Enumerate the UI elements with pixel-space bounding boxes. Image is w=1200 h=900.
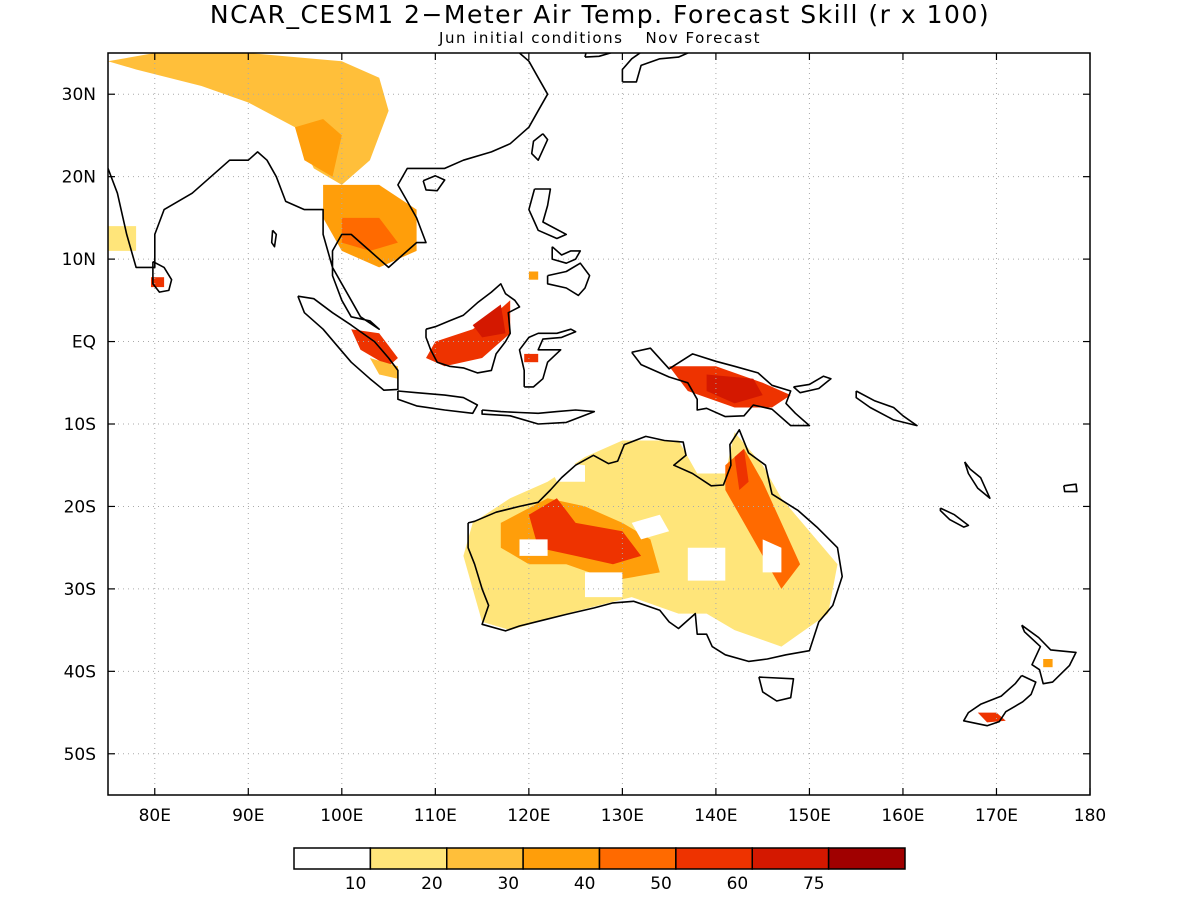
lon-tick-label: 130E [601, 806, 644, 826]
map-title: NCAR_CESM1 2−Meter Air Temp. Forecast Sk… [209, 0, 991, 29]
coastline [792, 375, 832, 394]
skill-region [528, 498, 642, 565]
lat-tick-label: 10S [64, 415, 96, 435]
axis-ticks: 80E 90E 100E 110E 120E 130E 140E 150E 160E 170E 18… [62, 53, 1106, 826]
colorbar-label: 20 [421, 874, 443, 894]
map-subtitle: Jun initial conditions Nov Forecast [0, 28, 1200, 48]
colorbar-box [827, 847, 906, 870]
lon-tick-label: 160E [881, 806, 924, 826]
colorbar: 10 20 30 40 50 60 75 [293, 847, 906, 894]
skill-region [734, 448, 749, 490]
skill-region [524, 353, 539, 363]
colorbar-box [751, 847, 830, 870]
skill-region [977, 712, 1006, 723]
coastline [518, 328, 577, 388]
subtitle-forecast: Nov Forecast [645, 29, 761, 47]
colorbar-box [369, 847, 448, 870]
lon-tick-label: 90E [232, 806, 264, 826]
lat-tick-label: 20N [62, 168, 96, 188]
coastline [425, 282, 521, 374]
low-skill-area [687, 547, 726, 581]
lat-tick-label: 30N [62, 85, 96, 105]
coastline [962, 674, 1037, 727]
low-skill-holes [519, 461, 782, 598]
coastline [1020, 624, 1077, 685]
coastline [855, 390, 918, 427]
colorbar-label: 40 [574, 874, 596, 894]
lon-tick-label: 180 [1074, 806, 1106, 826]
lat-tick-label: 10N [62, 250, 96, 270]
coastline [621, 53, 689, 83]
graticule [108, 53, 1090, 795]
lat-tick-label: 30S [64, 580, 96, 600]
coastlines [108, 53, 1078, 727]
low-skill-area [547, 461, 585, 482]
skill-region [528, 271, 539, 280]
colorbar-label: 75 [803, 874, 825, 894]
coastline [481, 409, 596, 425]
coastline [152, 260, 173, 293]
coastline [467, 428, 844, 663]
coastline [963, 461, 991, 500]
skill-fill-layer [108, 53, 1053, 723]
coastline [758, 676, 795, 702]
coastline [270, 229, 278, 248]
lon-tick-label: 110E [414, 806, 457, 826]
coastline [530, 133, 549, 161]
colorbar-label: 60 [727, 874, 749, 894]
skill-region [369, 358, 398, 379]
coastline [546, 262, 591, 297]
low-skill-area [631, 514, 670, 540]
colorbar-box [446, 847, 524, 870]
lat-tick-label: 50S [64, 745, 96, 765]
colorbar-box [522, 847, 601, 870]
skill-region [472, 304, 506, 338]
coastline [939, 507, 970, 528]
lat-tick-label: 40S [64, 662, 96, 682]
coastline [584, 53, 614, 58]
coastline [297, 295, 399, 392]
lon-tick-label: 170E [975, 806, 1018, 826]
colorbar-label: 30 [497, 874, 519, 894]
skill-region [108, 226, 137, 251]
low-skill-area [585, 572, 623, 598]
colorbar-label: 50 [650, 874, 672, 894]
colorbar-label: 10 [345, 874, 367, 894]
skill-region [706, 374, 763, 404]
skill-region [341, 217, 398, 251]
skill-region [1043, 659, 1053, 668]
skill-region [351, 329, 398, 367]
lon-tick-label: 120E [507, 806, 550, 826]
coastline [108, 53, 549, 331]
lon-tick-label: 140E [694, 806, 737, 826]
coastline [528, 188, 568, 240]
lat-tick-label: EQ [72, 333, 96, 353]
skill-region [426, 300, 511, 367]
coastline [422, 175, 446, 192]
low-skill-area [762, 539, 782, 573]
lon-tick-label: 100E [320, 806, 363, 826]
colorbar-box [293, 847, 372, 870]
coastline [397, 390, 479, 415]
coastline [631, 347, 811, 427]
skill-region [295, 119, 342, 177]
colorbar-box [598, 847, 677, 870]
subtitle-init: Jun initial conditions [439, 29, 624, 47]
coastline [1063, 483, 1078, 493]
low-skill-area [519, 539, 548, 556]
coastline [551, 246, 582, 265]
lon-tick-label: 80E [139, 806, 171, 826]
lat-tick-label: 20S [64, 497, 96, 517]
lon-tick-label: 150E [788, 806, 831, 826]
colorbar-box [675, 847, 753, 870]
